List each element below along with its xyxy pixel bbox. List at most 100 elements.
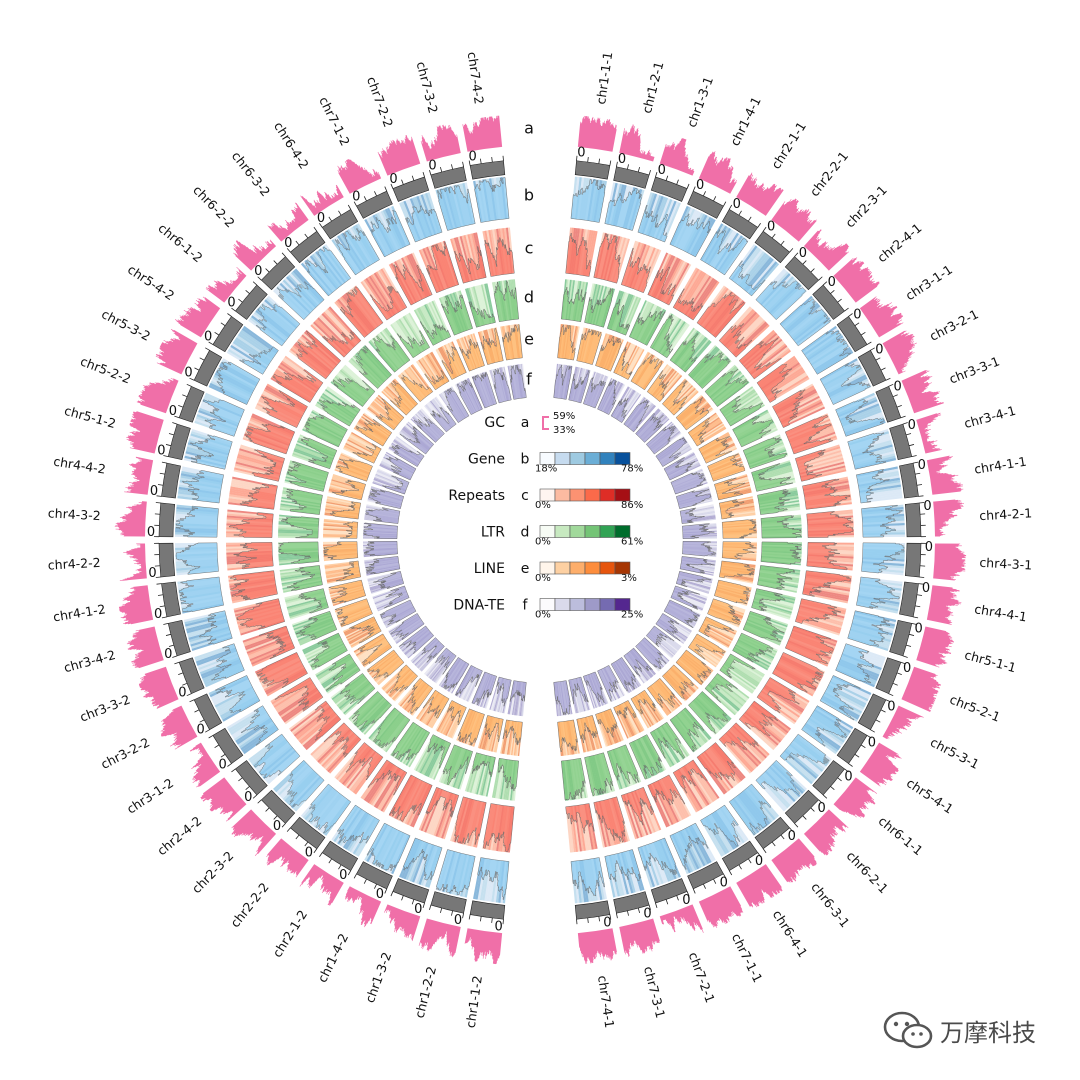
repeats-histogram — [756, 677, 800, 714]
dna-te-histogram — [635, 637, 667, 670]
gene-axis-zero-label: 0 — [893, 379, 901, 394]
gc-track-chr5-1-1 — [916, 626, 955, 668]
segment-label-chr2-1-2: chr2-1-2 — [269, 907, 310, 960]
gene-axis-chr6-3-1 — [754, 816, 791, 850]
dna-te-heat-band — [490, 677, 501, 711]
repeats-heat-band — [762, 687, 803, 715]
gene-histogram — [700, 229, 749, 276]
axis-tick — [748, 216, 752, 222]
ltr-heat-band — [727, 657, 763, 681]
gene-histogram — [637, 204, 669, 243]
gene-axis-chr5-4-1 — [836, 727, 868, 764]
axis-tick — [598, 158, 600, 164]
gc-track-chr1-3-2 — [384, 904, 421, 942]
gene-heat-band — [860, 491, 903, 499]
dna-te-histogram — [597, 379, 617, 415]
line-histogram — [576, 329, 602, 365]
axis-tick — [163, 623, 169, 625]
gene-axis-zero-label: 0 — [682, 893, 690, 908]
line-heat-band — [702, 622, 734, 640]
repeats-histogram — [482, 803, 515, 852]
axis-tick — [227, 763, 232, 767]
axis-tick — [888, 383, 894, 387]
tracks-layer: 0 000000000000000000000000000000000000000… — [114, 115, 967, 965]
gene-heat-band — [748, 261, 778, 295]
axis-tick — [338, 210, 342, 216]
gc-track-chr6-1-1 — [833, 777, 878, 818]
gene-axis-zero-label: 0 — [339, 868, 347, 883]
segment-label-chr6-3-2: chr6-3-2 — [229, 148, 274, 199]
axis-tick — [627, 164, 629, 170]
line-heat-band — [695, 425, 725, 445]
dna-te-histogram — [663, 457, 696, 481]
ltr-heat-band — [710, 681, 743, 708]
axis-tick — [848, 313, 853, 317]
axis-tick — [422, 172, 425, 178]
segment-chr7-1-1: 0 — [597, 665, 744, 929]
repeats-histogram — [565, 803, 595, 834]
segment-label-chr3-4-2: chr3-4-2 — [62, 647, 117, 675]
segment-label-chr4-4-2: chr4-4-2 — [52, 454, 107, 477]
axis-tick — [205, 347, 210, 351]
line-histogram — [613, 346, 633, 380]
gc-track-chr2-2-1 — [771, 198, 817, 242]
axis-tick — [238, 298, 243, 303]
gene-axis-chr4-4-1 — [899, 581, 919, 618]
gene-axis-chr2-2-2 — [289, 816, 326, 850]
ltr-histogram — [607, 744, 640, 784]
gc-track-chr6-2-1 — [803, 809, 849, 856]
gene-axis-zero-label: 0 — [164, 647, 172, 662]
segment-chr4-2-1: 0 — [682, 499, 965, 539]
ltr-heat-band — [754, 596, 794, 609]
repeats-heat-band — [803, 585, 850, 596]
gene-axis-zero-label: 0 — [733, 197, 741, 212]
axis-tick — [818, 799, 823, 804]
repeats-heat-band — [687, 277, 715, 318]
gene-histogram — [604, 849, 642, 882]
line-histogram — [687, 633, 726, 660]
axis-tick — [875, 357, 881, 361]
repeats-heat-band — [740, 716, 776, 749]
segment-label-chr5-1-1: chr5-1-1 — [963, 647, 1018, 675]
axis-tick — [616, 913, 618, 919]
dna-te-histogram — [675, 571, 712, 588]
gene-histogram — [477, 857, 510, 900]
axis-tick — [205, 729, 210, 733]
repeats-heat-band — [799, 463, 846, 477]
gc-track-chr5-4-2 — [174, 296, 221, 338]
ltr-histogram — [669, 333, 699, 373]
gene-histogram — [402, 837, 443, 881]
axis-tick — [172, 655, 178, 658]
axis-tick — [214, 331, 220, 336]
axis-tick — [627, 910, 629, 916]
segment-label-chr4-4-1: chr4-4-1 — [973, 601, 1028, 624]
ltr-histogram — [688, 691, 729, 734]
segment-label-chr2-4-1: chr2-4-1 — [874, 220, 924, 265]
ltr-histogram — [719, 395, 764, 427]
segment-chr7-3-1: 0 — [568, 676, 660, 958]
axis-tick — [870, 347, 875, 351]
axis-tick — [178, 405, 184, 408]
gene-axis-zero-label: 0 — [148, 566, 156, 581]
gene-histogram — [436, 184, 476, 231]
axis-tick — [913, 616, 919, 619]
axis-tick — [844, 307, 849, 312]
repeats-histogram — [425, 786, 460, 818]
repeats-heat-band — [427, 790, 446, 835]
axis-tick — [480, 158, 482, 164]
gc-track-chr2-4-1 — [833, 257, 880, 303]
axis-tick — [440, 907, 443, 914]
axis-tick — [480, 916, 482, 922]
ltr-heat-band — [496, 758, 505, 799]
dna-te-histogram — [553, 680, 571, 716]
gene-axis-zero-label: 0 — [603, 916, 611, 931]
gene-axis-chr1-2-1 — [613, 166, 650, 189]
gene-axis-zero-label: 0 — [903, 661, 911, 676]
gene-axis-chr6-2-1 — [784, 789, 820, 824]
ltr-histogram — [607, 298, 631, 336]
repeats-histogram — [795, 598, 842, 624]
ltr-histogram — [669, 707, 705, 753]
repeats-heat-band — [769, 377, 810, 403]
dna-te-histogram — [623, 647, 653, 677]
gene-axis-chr1-1-2 — [469, 900, 506, 920]
